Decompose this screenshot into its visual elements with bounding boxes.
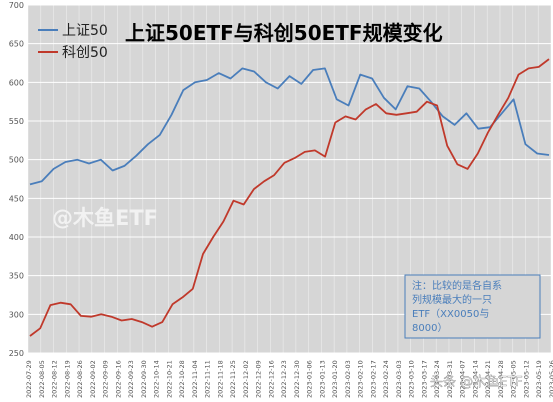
x-tick-label: 2023-01-06 [306,360,314,398]
x-tick-label: 2022-09-16 [114,360,122,398]
x-tick-label: 2022-10-28 [178,360,186,398]
x-tick-label: 2023-02-03 [344,360,352,398]
x-tick-label: 2023-04-21 [484,360,492,398]
x-tick-label: 2022-11-25 [229,360,237,398]
x-tick-label: 2022-11-18 [216,360,224,398]
x-tick-label: 2022-12-02 [242,360,250,398]
x-tick-label: 2023-02-10 [357,360,365,398]
x-tick-label: 2022-11-11 [204,360,212,398]
x-tick-label: 2022-08-26 [76,360,84,398]
y-tick-label: 500 [9,156,24,165]
x-tick-label: 2022-09-23 [127,360,135,398]
x-tick-label: 2023-03-24 [433,360,441,398]
x-tick-label: 2022-10-14 [153,360,161,398]
y-tick-label: 600 [9,78,24,87]
x-tick-label: 2023-02-24 [382,360,390,398]
annotation-text: 注：比较的是各自系列规模最大的一只 ETF（XX0050与 8000） [412,279,502,334]
y-tick-label: 450 [9,194,24,203]
series-line-1 [29,58,550,337]
x-tick-label: 2022-09-30 [140,360,148,398]
x-tick-label: 2022-08-12 [51,360,59,398]
x-tick-label: 2023-04-28 [497,360,505,398]
x-tick-label: 2023-05-26 [548,360,553,398]
x-tick-label: 2023-03-31 [446,360,454,398]
x-tick-label: 2023-04-07 [459,360,467,398]
x-tick-label: 2023-05-05 [510,360,518,398]
y-tick-label: 300 [9,310,24,319]
chart-title: 上证50ETF与科创50ETF规模变化 [125,21,443,45]
y-tick-label: 250 [9,349,24,358]
x-tick-label: 2022-08-19 [63,360,71,398]
x-tick-label: 2023-01-20 [331,360,339,398]
x-tick-label: 2023-02-17 [369,360,377,398]
legend-label: 科创50 [62,45,108,61]
x-tick-label: 2022-07-29 [25,360,33,398]
y-tick-label: 350 [9,272,24,281]
y-tick-label: 400 [9,233,24,242]
x-tick-label: 2022-12-09 [255,360,263,398]
x-tick-label: 2022-10-21 [165,360,173,398]
x-tick-label: 2022-12-16 [267,360,275,398]
footer-watermark: 头条 @木鱼ETF [430,374,523,390]
y-tick-label: 550 [9,117,24,126]
x-tick-label: 2023-03-17 [420,360,428,398]
x-tick-label: 2022-09-09 [102,360,110,398]
annotation-box [404,274,541,339]
x-tick-label: 2023-05-12 [522,360,530,398]
y-tick-label: 700 [9,1,24,10]
x-tick-label: 2023-03-10 [408,360,416,398]
x-tick-label: 2022-11-04 [191,360,199,398]
watermark: @木鱼ETF [52,206,158,230]
series-line-0 [29,67,550,186]
x-tick-label: 2023-04-14 [471,360,479,398]
x-tick-label: 2022-09-02 [89,360,97,398]
x-tick-label: 2022-12-23 [280,360,288,398]
legend-label: 上证50 [62,23,108,39]
x-tick-label: 2023-05-19 [535,360,543,398]
x-tick-label: 2023-03-03 [395,360,403,398]
x-tick-label: 2022-12-30 [293,360,301,398]
x-tick-label: 2022-08-05 [38,360,46,398]
y-tick-label: 650 [9,40,24,49]
x-tick-label: 2023-01-13 [318,360,326,398]
